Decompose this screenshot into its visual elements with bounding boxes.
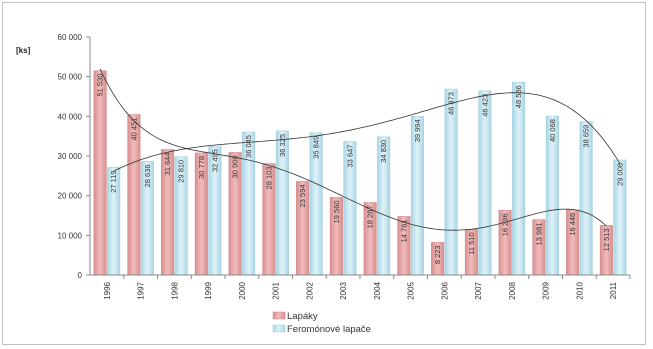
- y-tick-label: 30 000: [58, 152, 83, 161]
- y-tick-label: 10 000: [58, 231, 83, 240]
- data-label: 11 510: [467, 232, 476, 254]
- trendline-lapaky: [99, 68, 607, 231]
- y-tick-label: 60 000: [58, 33, 83, 42]
- data-label: 46 423: [480, 94, 489, 117]
- legend-label: Feromónové lapače: [287, 324, 371, 335]
- bar-feromonove-lapace: [512, 82, 526, 276]
- x-tick-label: 2002: [305, 281, 314, 299]
- data-label: 16 296: [501, 213, 510, 236]
- data-label: 18 287: [366, 205, 375, 228]
- y-axis: [ks] 0 10 000 20 000 30 000 40 000 50 000 60 00…: [16, 33, 91, 280]
- bar-feromonove-lapace: [478, 90, 492, 276]
- x-tick-label: 2004: [373, 281, 382, 299]
- data-label: 40 068: [548, 119, 557, 142]
- y-tick-label: 50 000: [58, 73, 83, 82]
- data-label: 39 994: [413, 119, 422, 142]
- data-label: 28 636: [143, 164, 152, 187]
- data-label: 38 659: [582, 125, 591, 148]
- x-tick-label: 2006: [440, 281, 449, 299]
- y-tick-label: 20 000: [58, 192, 83, 201]
- data-label: 46 873: [447, 92, 456, 115]
- data-label: 14 761: [399, 219, 408, 242]
- bar-feromonove-lapace: [444, 88, 458, 276]
- data-label: 8 223: [433, 245, 442, 264]
- x-tick-label: 1996: [103, 281, 112, 299]
- x-tick-label: 2003: [339, 281, 348, 299]
- x-tick-label: 2011: [609, 281, 618, 299]
- x-tick-label: 2000: [238, 281, 247, 299]
- data-label: 32 495: [210, 149, 219, 172]
- data-label: 48 586: [514, 85, 523, 108]
- data-label: 29 008: [615, 163, 624, 186]
- data-label: 19 560: [332, 200, 341, 223]
- data-label: 40 451: [129, 118, 138, 141]
- x-tick-label: 1997: [137, 281, 146, 299]
- x-tick-label: 2009: [542, 281, 551, 299]
- x-tick-label: 2001: [272, 281, 281, 299]
- bar-lapaky: [93, 70, 107, 276]
- data-label: 36 045: [244, 135, 253, 158]
- legend-label: Lapáky: [287, 311, 318, 322]
- data-label: 30 900: [231, 155, 240, 178]
- legend-swatch: [272, 311, 286, 320]
- data-label: 36 325: [278, 134, 287, 157]
- data-label: 27 119: [109, 170, 118, 192]
- data-label: 12 513: [602, 228, 611, 251]
- data-label: 31 644: [163, 152, 172, 175]
- data-labels: 51 530 27 119 40 451 28 636 31 644 29 810 30 7…: [96, 74, 625, 265]
- y-tick-label: 0: [78, 271, 83, 280]
- trendlines: [99, 68, 621, 231]
- x-tick-label: 2007: [474, 281, 483, 299]
- x-tick-label: 2005: [407, 281, 416, 299]
- x-axis: 1996 1997 1998 1999 2000 2001 2002 2003 2004 2005…: [90, 274, 631, 300]
- x-tick-label: 2008: [508, 281, 517, 299]
- data-label: 51 530: [96, 74, 105, 97]
- x-tick-label: 2010: [575, 281, 584, 299]
- legend-swatch: [272, 324, 286, 333]
- x-tick-label: 1999: [204, 281, 213, 299]
- data-label: 35 849: [312, 136, 321, 159]
- bars: [93, 70, 627, 276]
- data-label: 23 594: [298, 184, 307, 207]
- y-axis-label: [ks]: [16, 46, 31, 55]
- data-label: 16 446: [568, 213, 577, 236]
- data-label: 13 981: [534, 223, 543, 246]
- data-label: 30 778: [197, 156, 206, 179]
- x-tick-label: 1998: [170, 281, 179, 299]
- data-label: 34 830: [379, 140, 388, 163]
- data-label: 28 103: [264, 167, 273, 190]
- legend: Lapáky Feromónové lapače: [272, 311, 371, 335]
- trendline-feromonove-lapace: [113, 92, 621, 172]
- data-label: 33 647: [345, 145, 354, 168]
- y-tick-label: 40 000: [58, 112, 83, 121]
- data-label: 29 810: [177, 160, 186, 183]
